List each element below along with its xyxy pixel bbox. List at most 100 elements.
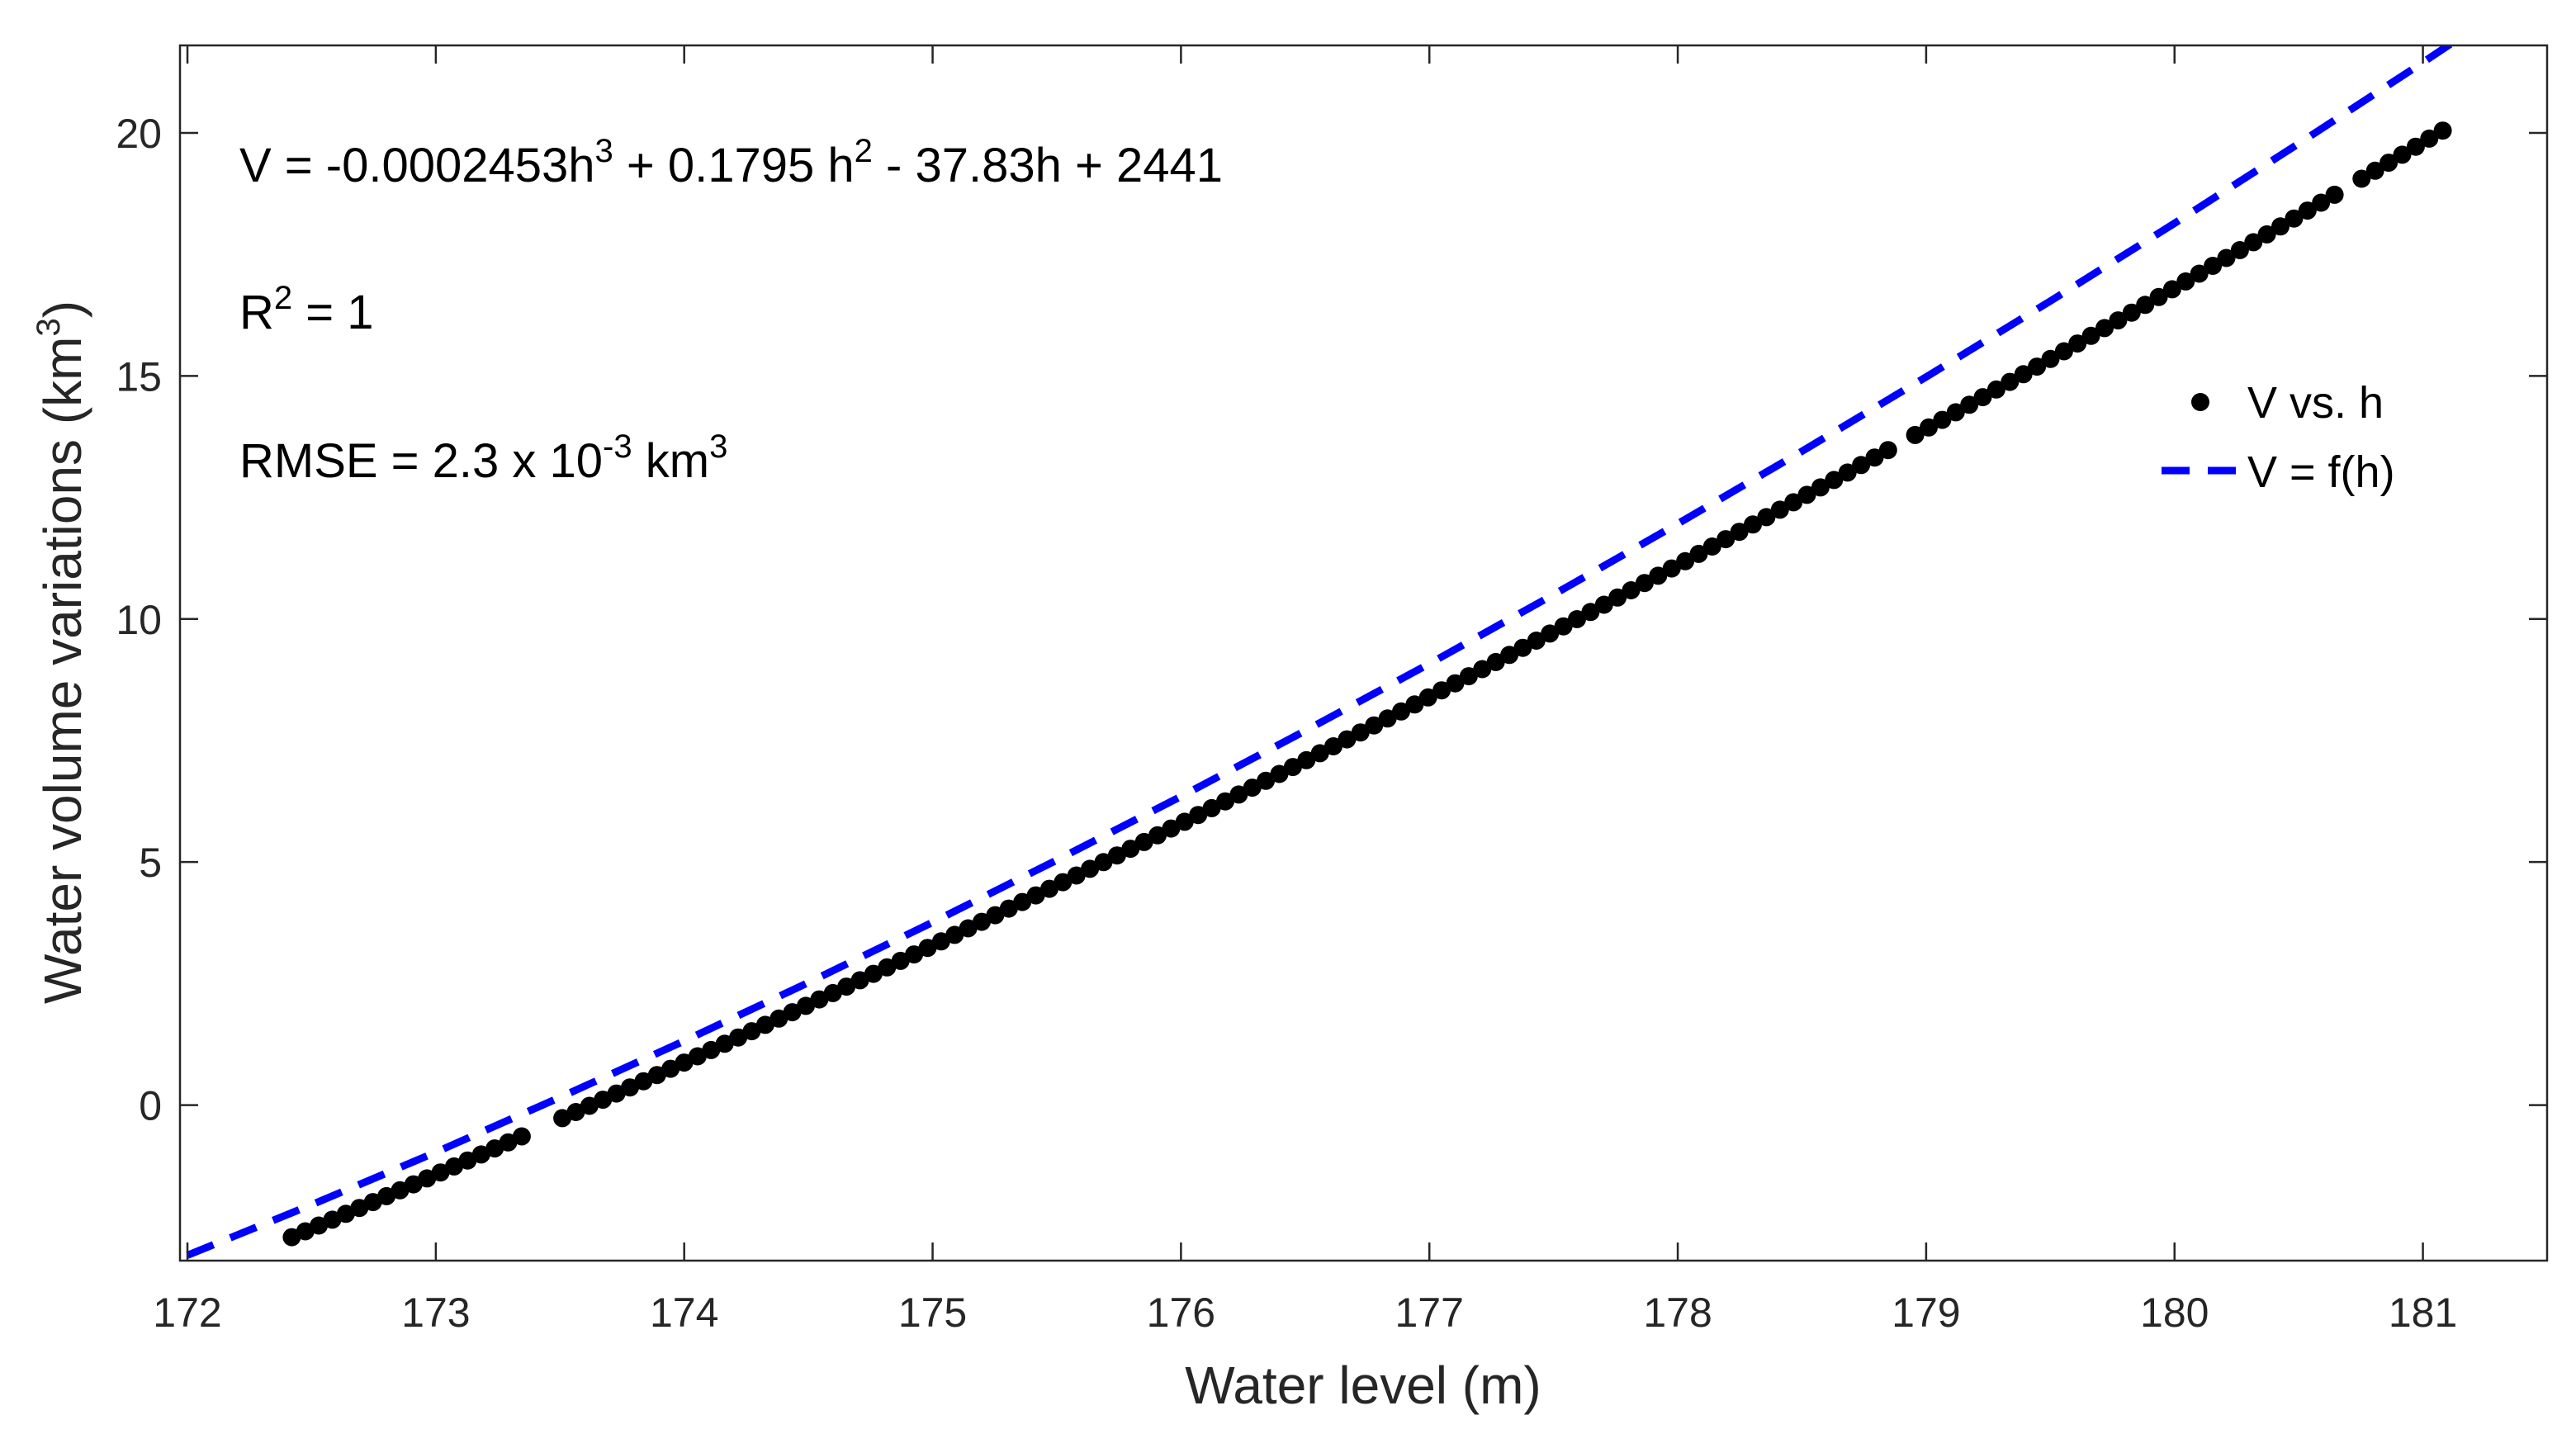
data-point — [1649, 566, 1668, 585]
data-point — [1486, 652, 1505, 671]
data-point — [607, 1084, 626, 1103]
data-point — [810, 990, 829, 1009]
data-point — [2433, 121, 2452, 140]
data-point — [1310, 744, 1329, 763]
equation-part-3: - 37.83h + 2441 — [873, 139, 1223, 192]
data-points-series — [282, 121, 2452, 1247]
data-point — [1148, 826, 1167, 845]
data-point — [1811, 478, 1830, 497]
data-point — [2352, 169, 2371, 188]
data-point — [2393, 145, 2412, 164]
data-point — [878, 958, 897, 977]
data-point — [931, 932, 950, 951]
data-point — [363, 1193, 382, 1212]
data-point — [1405, 695, 1424, 714]
data-point — [1581, 603, 1600, 622]
data-point — [1513, 638, 1532, 657]
equation-annotation: V = -0.0002453h3 + 0.1795 h2 - 37.83h + … — [239, 133, 1223, 192]
data-point — [1067, 866, 1086, 885]
data-point — [499, 1133, 518, 1152]
data-point — [675, 1053, 694, 1072]
data-point — [2041, 349, 2060, 368]
data-point — [2379, 154, 2398, 173]
rmse-mid: km — [632, 434, 709, 488]
data-point — [2176, 272, 2195, 291]
data-point — [1960, 395, 1979, 414]
x-tick-label: 173 — [401, 1290, 470, 1336]
data-point — [1541, 624, 1560, 643]
y-axis: 0 5 10 15 20 — [116, 111, 2547, 1129]
data-point — [2365, 161, 2384, 180]
r-squared-annotation: R2 = 1 — [239, 280, 374, 339]
legend: V vs. h V = f(h) — [2162, 378, 2395, 497]
data-point — [1986, 380, 2005, 399]
y-axis-label: Water volume variations (km3) — [31, 301, 92, 1004]
data-point — [2204, 257, 2223, 275]
data-point — [634, 1072, 653, 1091]
data-point — [702, 1040, 721, 1059]
data-point — [1527, 632, 1546, 650]
data-point — [1622, 581, 1641, 599]
data-point — [336, 1204, 355, 1223]
data-point — [2122, 303, 2141, 322]
data-point — [1933, 410, 1952, 429]
data-point — [1094, 853, 1113, 872]
data-point — [1013, 892, 1032, 911]
r-squared-tail: = 1 — [292, 286, 373, 339]
data-point — [1297, 750, 1316, 769]
data-point — [864, 964, 883, 983]
x-tick-label: 176 — [1147, 1290, 1215, 1336]
data-point — [1446, 674, 1465, 693]
data-point — [621, 1078, 639, 1097]
data-point — [1121, 840, 1140, 859]
data-point — [1554, 617, 1573, 636]
data-point — [742, 1022, 761, 1041]
data-point — [350, 1199, 369, 1218]
data-point — [2162, 280, 2181, 299]
legend-label-fit-line: V = f(h) — [2247, 447, 2395, 497]
data-point — [2136, 296, 2155, 315]
data-point — [282, 1228, 301, 1247]
y-axis-label-main: Water volume variations (km — [33, 337, 92, 1005]
data-point — [973, 912, 991, 931]
plot-frame — [178, 44, 2549, 1262]
data-point — [2271, 217, 2290, 236]
y-tick-label: 15 — [116, 353, 162, 400]
data-point — [445, 1157, 463, 1176]
data-point — [2014, 365, 2033, 384]
data-point — [959, 919, 978, 938]
y-tick-label: 0 — [139, 1083, 162, 1129]
data-point — [1906, 425, 1925, 444]
data-point — [1784, 493, 1803, 512]
x-tick-label: 175 — [898, 1290, 967, 1336]
rmse-sup-1: -3 — [603, 428, 632, 465]
data-point — [2406, 137, 2425, 156]
x-axis: 172 173 174 175 176 177 178 179 180 181 — [153, 45, 2457, 1336]
data-point — [1730, 523, 1749, 542]
data-point — [1189, 806, 1208, 825]
data-point — [1026, 886, 1045, 905]
x-axis-label: Water level (m) — [1185, 1356, 1541, 1415]
data-point — [1878, 441, 1897, 460]
data-point — [769, 1009, 788, 1028]
legend-label-points: V vs. h — [2247, 378, 2384, 428]
data-point — [323, 1210, 342, 1229]
x-tick-label: 172 — [153, 1290, 221, 1336]
r-squared-sup: 2 — [274, 280, 292, 316]
data-point — [1351, 723, 1370, 742]
y-tick-label: 10 — [116, 597, 162, 643]
y-tick-label: 5 — [139, 840, 162, 886]
data-point — [566, 1103, 585, 1121]
data-point — [512, 1127, 531, 1146]
data-point — [1717, 530, 1735, 549]
data-point — [2298, 201, 2317, 220]
data-point — [1040, 879, 1058, 898]
data-point — [2001, 372, 2020, 391]
data-point — [1838, 463, 1857, 482]
data-point — [1594, 595, 1613, 614]
data-point — [2095, 319, 2114, 338]
data-point — [2244, 233, 2263, 252]
x-tick-label: 174 — [650, 1290, 718, 1336]
data-point — [2285, 209, 2304, 228]
data-point — [2109, 311, 2128, 330]
